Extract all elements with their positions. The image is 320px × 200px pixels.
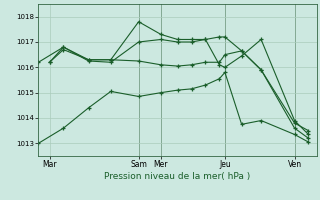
X-axis label: Pression niveau de la mer( hPa ): Pression niveau de la mer( hPa ) (104, 172, 251, 181)
